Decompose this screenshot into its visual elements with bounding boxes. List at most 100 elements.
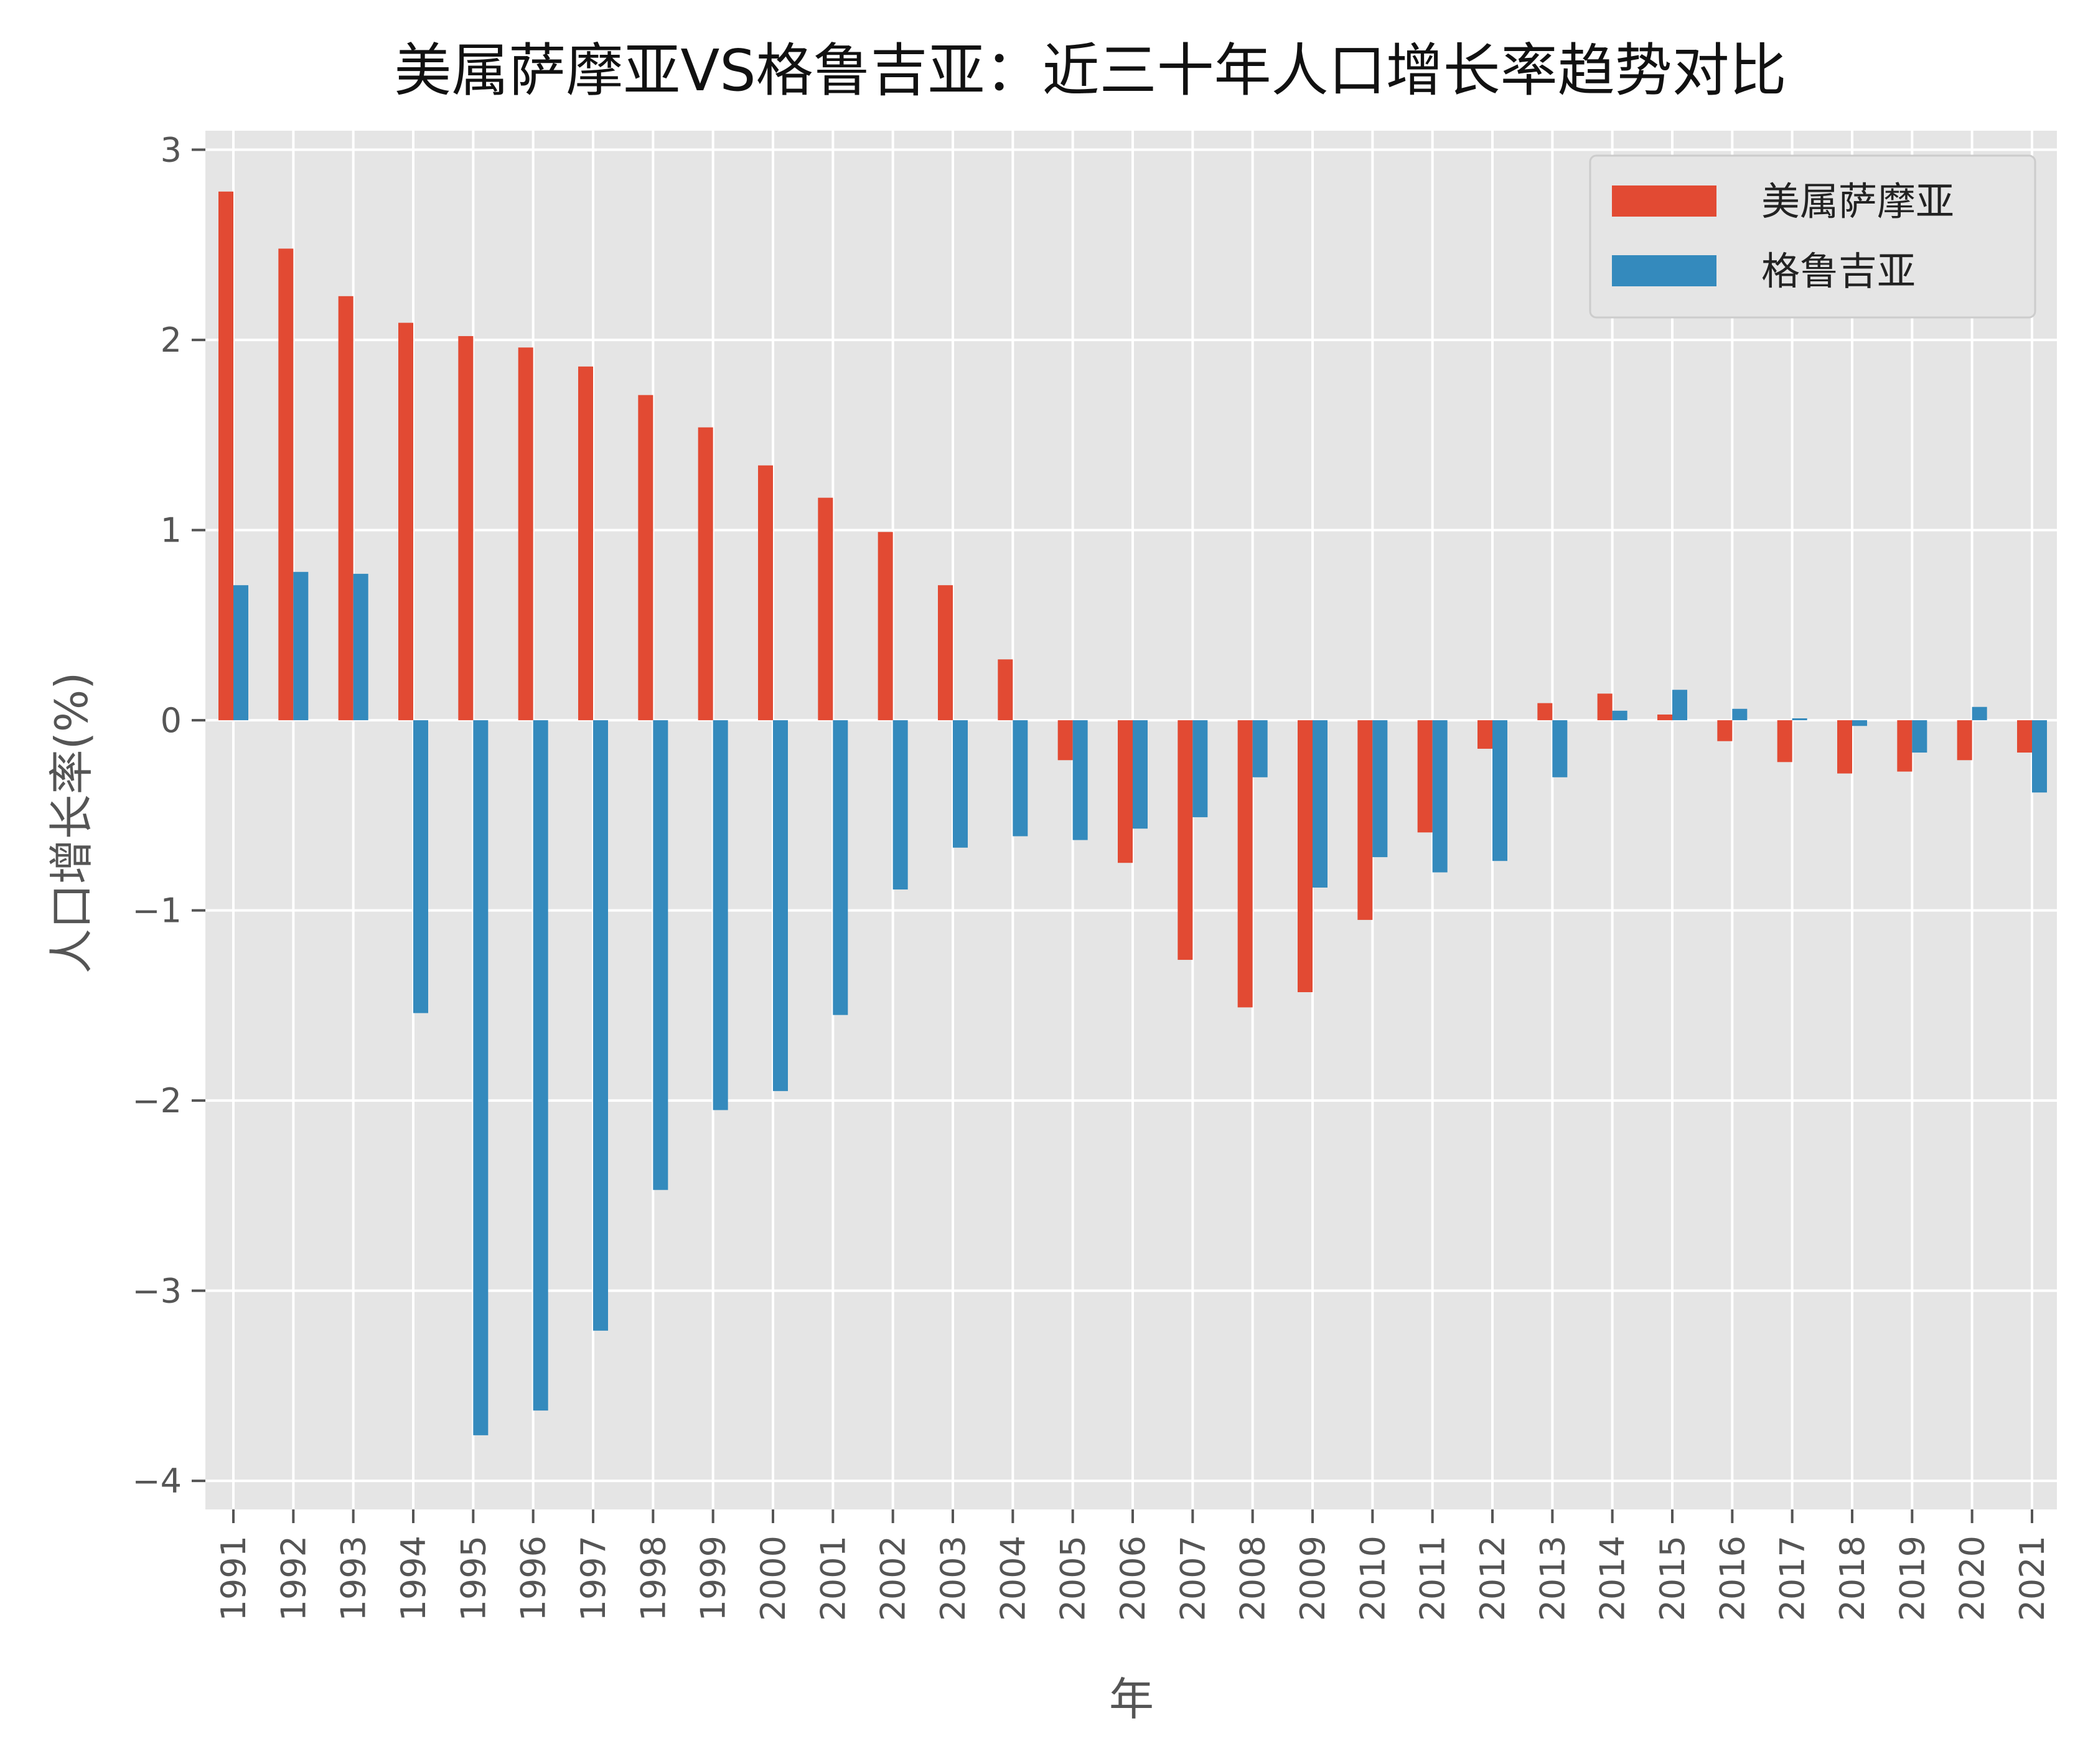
legend: 美属萨摩亚 格鲁吉亚 bbox=[1589, 154, 2036, 319]
bar-american-samoa-2005 bbox=[1057, 720, 1073, 761]
bar-georgia-2011 bbox=[1432, 720, 1448, 873]
bar-georgia-1991 bbox=[233, 585, 248, 721]
bar-georgia-2009 bbox=[1313, 720, 1327, 888]
bar-american-samoa-2019 bbox=[1897, 720, 1913, 772]
bar-georgia-2012 bbox=[1492, 720, 1507, 861]
x-tick-label: 2014 bbox=[1593, 1536, 1632, 1621]
bar-georgia-1997 bbox=[593, 720, 608, 1331]
bar-georgia-2018 bbox=[1852, 720, 1867, 726]
bar-georgia-2001 bbox=[833, 720, 848, 1015]
x-tick-label: 2004 bbox=[993, 1536, 1032, 1621]
bar-american-samoa-2001 bbox=[818, 497, 833, 721]
bar-american-samoa-2021 bbox=[2017, 720, 2032, 753]
y-tick-label: −3 bbox=[132, 1272, 182, 1311]
bar-georgia-2007 bbox=[1192, 720, 1208, 817]
bar-georgia-1993 bbox=[353, 573, 368, 721]
x-tick-label: 2007 bbox=[1173, 1536, 1212, 1621]
bar-american-samoa-1996 bbox=[518, 347, 533, 721]
bar-american-samoa-1994 bbox=[398, 322, 413, 721]
x-tick-label: 2000 bbox=[754, 1536, 793, 1621]
x-tick-label: 1995 bbox=[454, 1536, 493, 1621]
bar-american-samoa-1997 bbox=[578, 366, 593, 721]
bar-georgia-2014 bbox=[1612, 710, 1627, 721]
bar-american-samoa-2016 bbox=[1717, 720, 1733, 741]
bar-american-samoa-2004 bbox=[998, 659, 1013, 721]
bar-american-samoa-1993 bbox=[338, 296, 354, 721]
bar-georgia-2003 bbox=[953, 720, 968, 848]
bar-georgia-2021 bbox=[2032, 720, 2047, 793]
bar-american-samoa-2015 bbox=[1657, 714, 1672, 721]
x-tick-label: 2005 bbox=[1054, 1536, 1093, 1621]
bar-american-samoa-1991 bbox=[218, 191, 233, 721]
x-tick-label: 2017 bbox=[1773, 1536, 1812, 1621]
bar-american-samoa-2002 bbox=[878, 532, 893, 721]
x-tick-label: 1993 bbox=[334, 1536, 373, 1621]
bar-american-samoa-2012 bbox=[1477, 720, 1492, 749]
bar-american-samoa-2003 bbox=[938, 585, 953, 721]
legend-label-american-samoa: 美属萨摩亚 bbox=[1761, 179, 1954, 224]
bar-georgia-2019 bbox=[1912, 720, 1927, 753]
bar-georgia-2013 bbox=[1552, 720, 1568, 777]
y-axis: −4 −3 −2 −1 0 1 2 3 bbox=[132, 131, 205, 1501]
x-tick-label: 2009 bbox=[1293, 1536, 1332, 1621]
bar-american-samoa-2008 bbox=[1237, 720, 1253, 1008]
x-tick-label: 2010 bbox=[1353, 1536, 1392, 1621]
x-axis: 1991 1992 1993 1994 1995 1996 1997 1998 1999 2000… bbox=[214, 1509, 2052, 1621]
bar-american-samoa-2000 bbox=[758, 465, 773, 721]
bar-georgia-2008 bbox=[1252, 720, 1268, 777]
x-tick-label: 2002 bbox=[874, 1536, 913, 1621]
bar-georgia-2002 bbox=[892, 720, 908, 890]
bar-american-samoa-2020 bbox=[1957, 720, 1972, 761]
y-tick-label: 1 bbox=[161, 511, 182, 550]
legend-swatch-georgia bbox=[1612, 255, 1716, 286]
bar-american-samoa-2007 bbox=[1178, 720, 1193, 960]
y-tick-label: 3 bbox=[161, 131, 182, 170]
x-tick-label: 1992 bbox=[274, 1536, 313, 1621]
legend-label-georgia: 格鲁吉亚 bbox=[1761, 248, 1916, 294]
bar-american-samoa-1999 bbox=[698, 427, 713, 721]
x-tick-label: 2018 bbox=[1833, 1536, 1872, 1621]
bar-georgia-1995 bbox=[473, 720, 489, 1435]
bar-american-samoa-2010 bbox=[1357, 720, 1373, 920]
x-tick-label: 1991 bbox=[214, 1536, 253, 1621]
bar-american-samoa-2017 bbox=[1777, 720, 1792, 762]
bar-american-samoa-1998 bbox=[638, 395, 653, 721]
y-tick-label: −1 bbox=[132, 891, 182, 931]
x-tick-label: 2013 bbox=[1533, 1536, 1572, 1621]
x-tick-label: 2003 bbox=[934, 1536, 973, 1621]
bar-american-samoa-2013 bbox=[1537, 703, 1553, 721]
bar-georgia-2010 bbox=[1372, 720, 1388, 858]
x-tick-label: 1997 bbox=[574, 1536, 613, 1621]
bar-american-samoa-2009 bbox=[1298, 720, 1313, 992]
bar-georgia-2000 bbox=[773, 720, 788, 1091]
x-tick-label: 2019 bbox=[1893, 1536, 1932, 1621]
y-tick-label: −4 bbox=[132, 1461, 182, 1501]
x-tick-label: 2021 bbox=[2013, 1536, 2052, 1621]
x-tick-label: 1996 bbox=[514, 1536, 553, 1621]
bar-american-samoa-1992 bbox=[278, 248, 294, 721]
y-tick-label: 2 bbox=[161, 321, 182, 360]
x-tick-label: 2015 bbox=[1653, 1536, 1692, 1621]
bars bbox=[218, 191, 2047, 1435]
bar-georgia-1998 bbox=[653, 720, 668, 1190]
bar-american-samoa-2006 bbox=[1118, 720, 1133, 863]
bar-georgia-2015 bbox=[1672, 690, 1687, 721]
x-tick-label: 2001 bbox=[813, 1536, 853, 1621]
bar-georgia-1994 bbox=[413, 720, 428, 1013]
bar-georgia-1999 bbox=[713, 720, 728, 1110]
x-tick-label: 2008 bbox=[1234, 1536, 1273, 1621]
x-tick-label: 2012 bbox=[1473, 1536, 1512, 1621]
bar-georgia-2017 bbox=[1792, 718, 1807, 721]
bar-georgia-1992 bbox=[293, 571, 309, 721]
bar-american-samoa-1995 bbox=[458, 335, 474, 721]
bar-american-samoa-2018 bbox=[1837, 720, 1852, 774]
bar-georgia-1996 bbox=[533, 720, 548, 1411]
bar-georgia-2004 bbox=[1013, 720, 1028, 837]
x-tick-label: 1994 bbox=[394, 1536, 433, 1621]
x-tick-label: 1998 bbox=[634, 1536, 673, 1621]
bar-georgia-2020 bbox=[1972, 706, 1987, 721]
x-tick-label: 2006 bbox=[1113, 1536, 1153, 1621]
bar-georgia-2005 bbox=[1072, 720, 1088, 840]
y-tick-label: −2 bbox=[132, 1081, 182, 1120]
